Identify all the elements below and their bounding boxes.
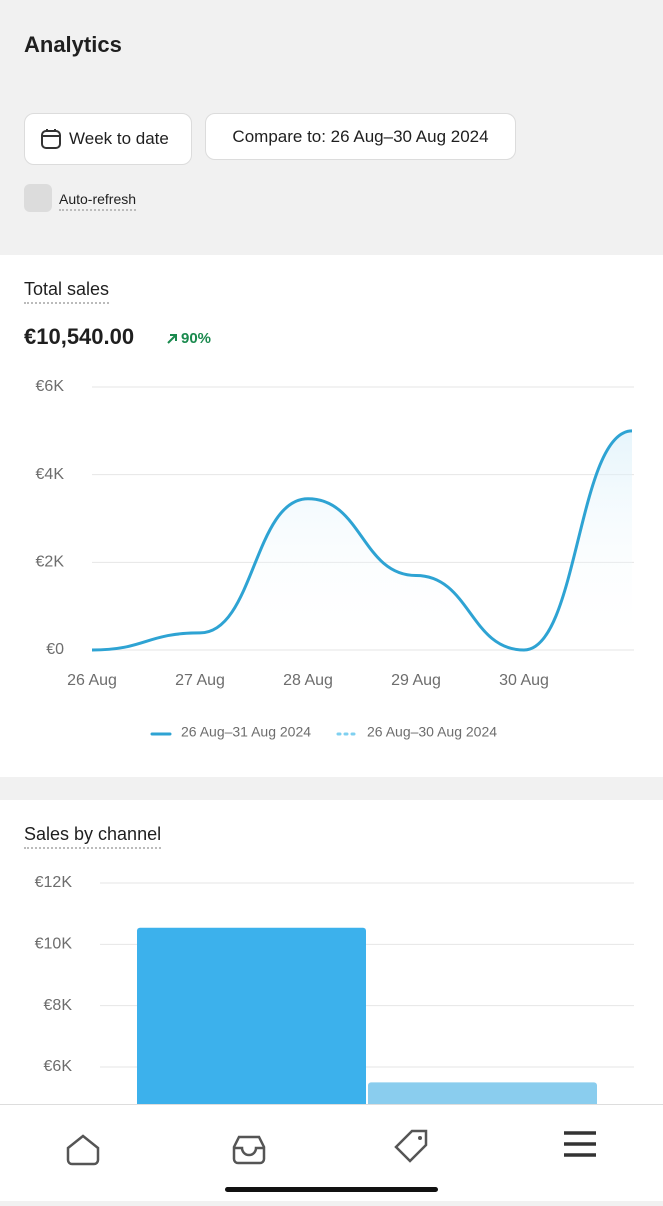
y-tick-label: €8K xyxy=(44,997,73,1014)
y-tick-label: €10K xyxy=(35,936,73,953)
x-tick-label: 27 Aug xyxy=(175,672,225,689)
home-icon[interactable] xyxy=(66,1134,100,1166)
products-icon[interactable] xyxy=(394,1129,428,1163)
y-tick-label: €4K xyxy=(36,466,65,483)
auto-refresh-label[interactable]: Auto-refresh xyxy=(59,191,137,211)
line xyxy=(91,429,633,652)
y-tick-label: €0 xyxy=(46,641,64,658)
legend-label: 26 Aug–30 Aug 2024 xyxy=(367,724,497,740)
x-tick-label: 26 Aug xyxy=(67,672,117,689)
y-tick-label: €6K xyxy=(44,1058,73,1075)
home-indicator xyxy=(225,1187,438,1192)
menu-icon[interactable] xyxy=(564,1131,596,1157)
card-title: Total sales xyxy=(24,279,110,304)
arrow-up-icon xyxy=(167,333,177,344)
date-range-label: Week to date xyxy=(69,129,169,148)
area xyxy=(92,430,632,650)
compare-button[interactable]: Compare to: 26 Aug–30 Aug 2024 xyxy=(205,113,516,160)
y-tick-label: €12K xyxy=(35,874,73,891)
x-tick-label: 28 Aug xyxy=(283,672,333,689)
orders-icon[interactable] xyxy=(232,1135,266,1165)
auto-refresh-checkbox[interactable] xyxy=(24,184,52,212)
total-sales-value: €10,540.00 xyxy=(24,324,135,349)
page-title: Analytics xyxy=(24,32,122,57)
x-tick-label: 29 Aug xyxy=(391,672,441,689)
y-tick-label: €2K xyxy=(36,554,65,571)
change-value: 90% xyxy=(181,330,212,347)
card-title: Sales by channel xyxy=(24,824,162,849)
legend-label: 26 Aug–31 Aug 2024 xyxy=(181,724,311,740)
compare-label: Compare to: 26 Aug–30 Aug 2024 xyxy=(232,126,489,146)
date-range-button[interactable]: Week to date xyxy=(24,113,192,165)
nav-icons xyxy=(66,1129,596,1192)
x-tick-label: 30 Aug xyxy=(499,672,549,689)
y-tick-label: €6K xyxy=(36,378,65,395)
calendar-icon xyxy=(41,129,61,149)
bottom-nav xyxy=(0,1104,663,1201)
change-indicator: 90% xyxy=(166,330,211,347)
